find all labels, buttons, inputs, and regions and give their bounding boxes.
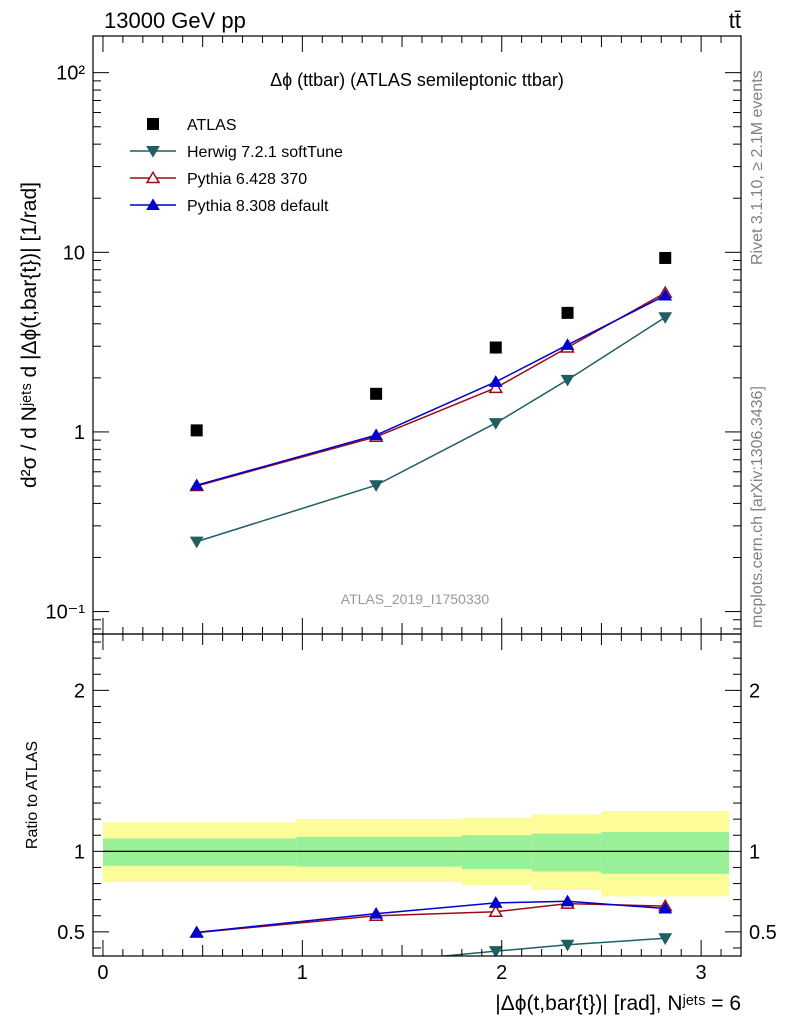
ratio-point: [189, 925, 204, 938]
ratio-frame: [92, 633, 742, 957]
analysis-watermark: ATLAS_2019_I1750330: [341, 591, 490, 607]
ratio-point: [191, 969, 203, 979]
series-line: [196, 316, 666, 543]
legend-marker: [146, 198, 160, 210]
data-point: [560, 338, 575, 350]
x-axis-label: |Δϕ(t,bar{t})| [rad], Nʲᵉᵗˢ = 6: [495, 992, 741, 1015]
uncertainty-band-inner: [461, 835, 532, 870]
data-point: [488, 375, 503, 387]
header-right-label: tt̄: [729, 8, 741, 33]
ratio-y-tick-label: 2: [74, 680, 85, 702]
ratio-point: [369, 906, 384, 919]
ratio-plot-area: [102, 811, 730, 979]
mcplots-reference-label: mcplots.cern.ch [arXiv:1306.3436]: [749, 386, 766, 628]
data-point: [658, 312, 673, 324]
legend-label: Pythia 6.428 370: [187, 171, 307, 188]
data-point: [658, 288, 673, 301]
ratio-y-tick-label: 1: [74, 841, 85, 863]
ratio-x-tick-label: 1: [297, 962, 308, 984]
legend-label: Pythia 8.308 default: [187, 198, 329, 215]
upper-series-2: [189, 285, 673, 492]
upper-y-tick-label: 10⁻¹: [46, 602, 86, 624]
ratio-y-axis-label: Ratio to ATLAS: [24, 741, 41, 849]
data-point: [369, 428, 384, 441]
upper-y-tick-label: 10: [63, 242, 85, 264]
ratio-y-tick-label-right: 0.5: [749, 922, 777, 944]
data-point: [560, 374, 575, 387]
uncertainty-band-inner: [102, 838, 297, 866]
header-left-label: 13000 GeV pp: [104, 8, 246, 33]
ratio-y-tick-label: 0.5: [57, 922, 85, 944]
legend-label: Herwig 7.2.1 softTune: [187, 144, 343, 161]
upper-y-axis-label: d²σ / d Nʲᵉᵗˢ d |Δϕ(t,bar{t})| [1/rad]: [18, 182, 41, 488]
uncertainty-band-inner: [601, 832, 730, 874]
legend-marker: [147, 118, 159, 130]
data-point: [488, 380, 504, 394]
data-point: [370, 387, 383, 400]
ratio-point: [370, 958, 382, 968]
ratio-x-tick-label: 0: [97, 962, 108, 984]
ratio-x-tick-label: 2: [496, 962, 507, 984]
upper-panel: 10⁻¹ 1 10 10² d²σ / d Nʲᵉᵗˢ d |Δϕ(t,bar{t})|…: [18, 35, 742, 635]
data-point: [659, 251, 672, 264]
uncertainty-band-inner: [531, 833, 602, 872]
upper-y-tick-label: 1: [74, 422, 85, 444]
data-point: [190, 424, 203, 437]
upper-y-tick-label: 10²: [56, 63, 85, 85]
upper-series-0: [190, 251, 672, 437]
ratio-point: [488, 896, 503, 908]
data-point: [489, 341, 502, 354]
data-point: [488, 418, 503, 430]
ratio-point: [658, 933, 673, 945]
ratio-series-0: [191, 933, 673, 979]
data-point: [369, 480, 384, 492]
ratio-point: [658, 901, 673, 914]
upper-series-1: [189, 312, 673, 549]
ratio-y-tick-label-right: 2: [749, 680, 760, 702]
ratio-series-2: [189, 894, 673, 938]
ratio-x-tick-label: 3: [696, 962, 707, 984]
legend: ATLAS Herwig 7.2.1 softTune Pythia 6.428 3…: [130, 117, 343, 215]
data-point: [561, 306, 574, 319]
legend-label: ATLAS: [187, 117, 237, 134]
legend-marker: [146, 146, 160, 158]
ratio-point: [488, 946, 503, 956]
rivet-version-label: Rivet 3.1.10, ≥ 2.1M events: [749, 70, 766, 265]
ratio-point: [560, 894, 575, 907]
legend-marker: [145, 170, 161, 184]
ratio-line: [196, 900, 666, 934]
data-point: [189, 536, 204, 549]
data-point: [189, 478, 204, 491]
upper-series-3: [189, 288, 673, 491]
ratio-point: [560, 939, 575, 952]
ratio-y-tick-label-right: 1: [749, 841, 760, 863]
ratio-point: [488, 904, 504, 917]
plot-title: Δϕ (ttbar) (ATLAS semileptonic ttbar): [270, 70, 564, 90]
ratio-panel: 0.5 0.5 1 1 2 2 0 1 2 3 Ratio to ATLAS |Δϕ(t,bar{t}…: [24, 633, 777, 1015]
